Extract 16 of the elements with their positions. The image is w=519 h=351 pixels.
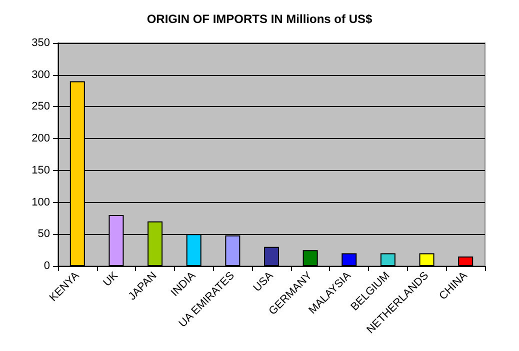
y-tick-label: 50 <box>38 228 50 240</box>
y-tick-label: 200 <box>32 132 50 145</box>
bar <box>458 256 474 266</box>
y-tick-label: 0 <box>44 260 50 272</box>
x-tick-label: UK <box>101 269 121 290</box>
chart-title: ORIGIN OF IMPORTS IN Millions of US$ <box>146 12 372 26</box>
y-tick-label: 350 <box>32 37 50 49</box>
y-tick-label: 100 <box>32 196 50 208</box>
y-tick-label: 150 <box>32 164 50 176</box>
y-tick-label: 250 <box>32 100 50 113</box>
y-tick-label: 300 <box>32 68 50 81</box>
bar <box>342 253 357 266</box>
bar <box>419 253 434 266</box>
bar <box>380 253 396 266</box>
bar <box>264 246 279 266</box>
bar <box>302 250 318 266</box>
